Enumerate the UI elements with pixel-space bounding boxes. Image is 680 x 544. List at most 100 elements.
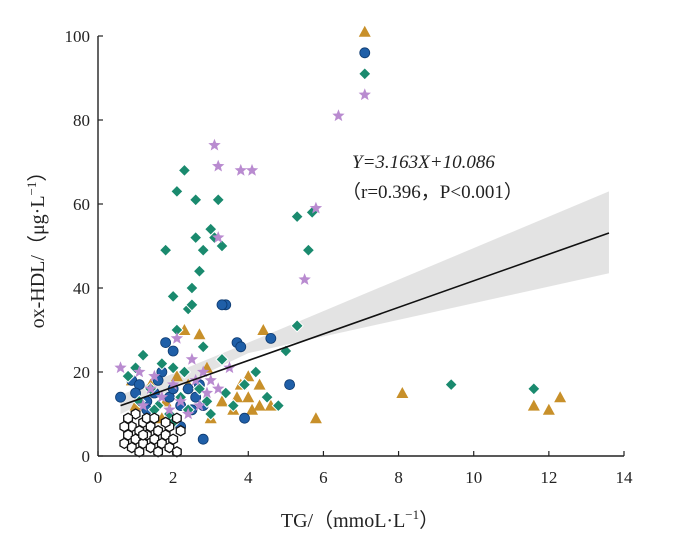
regression-stats: （r=0.396，P<0.001） xyxy=(342,181,523,203)
star-point xyxy=(298,273,311,285)
x-tick-label: 12 xyxy=(540,468,557,487)
triangle-point xyxy=(396,387,409,398)
star-point xyxy=(332,109,345,122)
star-point xyxy=(197,365,210,378)
diamond-point xyxy=(192,264,207,278)
diamond-point xyxy=(196,340,210,354)
star-point xyxy=(200,386,214,399)
y-tick-label: 0 xyxy=(82,447,91,466)
star-point xyxy=(144,382,157,395)
x-tick-label: 4 xyxy=(244,468,253,487)
triangle-point xyxy=(129,399,142,411)
diamond-point xyxy=(158,243,173,257)
star-point xyxy=(133,365,146,378)
star-point xyxy=(174,394,187,407)
circle-point xyxy=(197,433,209,445)
diamond-point xyxy=(260,390,274,404)
star-point xyxy=(163,403,176,416)
diamond-point xyxy=(226,398,240,413)
hexagon-point xyxy=(149,412,160,424)
x-tick-label: 10 xyxy=(465,468,482,487)
hexagon-point xyxy=(171,446,182,458)
triangle-point xyxy=(554,391,567,403)
diamond-point xyxy=(249,365,263,379)
diamond-point xyxy=(166,361,180,375)
circle-point xyxy=(182,383,194,395)
diamond-point xyxy=(290,209,304,224)
y-tick-label: 40 xyxy=(73,279,90,298)
diamond-point xyxy=(166,289,180,304)
triangle-point xyxy=(264,399,277,411)
x-tick-label: 0 xyxy=(94,468,103,487)
confidence-band xyxy=(120,191,609,414)
triangle-point xyxy=(231,391,244,403)
star-point xyxy=(212,382,225,395)
y-tick-label: 80 xyxy=(73,111,90,130)
circle-point xyxy=(265,332,277,344)
hexagon-point xyxy=(119,420,130,433)
x-tick-label: 2 xyxy=(169,468,178,487)
star-point xyxy=(167,378,180,390)
star-point xyxy=(148,369,161,382)
axes-layer: 0 2 4 6 8 10 12 14 0 20 40 60 80 100 xyxy=(65,27,634,487)
diamond-point xyxy=(358,67,372,81)
star-point xyxy=(170,331,184,344)
circle-point xyxy=(239,412,250,424)
y-tick-label: 100 xyxy=(65,27,91,46)
diamond-point xyxy=(211,193,225,207)
hexagon-point xyxy=(138,437,149,450)
diamond-point xyxy=(185,281,199,295)
hexagon-point xyxy=(145,441,156,454)
diamond-point xyxy=(155,356,169,371)
diamond-point xyxy=(444,377,458,392)
star-point xyxy=(358,88,371,101)
star-point xyxy=(155,390,169,403)
points-layer xyxy=(114,25,567,458)
hexagon-point xyxy=(126,441,137,454)
diamond-point xyxy=(215,239,229,253)
circle-point xyxy=(235,341,247,353)
star-point xyxy=(212,159,225,172)
diamond-point xyxy=(185,298,199,312)
hexagon-point xyxy=(160,429,171,441)
triangle-point xyxy=(253,378,266,390)
triangle-point xyxy=(246,403,259,415)
hexagon-point xyxy=(175,425,186,437)
triangle-point xyxy=(242,391,255,403)
diamond-point xyxy=(188,193,203,207)
hexagon-point xyxy=(138,429,149,441)
triangle-point xyxy=(253,399,266,411)
star-point xyxy=(193,399,206,411)
triangle-point xyxy=(527,399,540,411)
hexagon-point xyxy=(123,429,134,441)
hexagon-point xyxy=(156,437,167,450)
triangle-point xyxy=(170,370,183,382)
diamond-point xyxy=(237,377,252,392)
star-point xyxy=(185,352,199,365)
star-point xyxy=(182,407,195,420)
x-tick-label: 6 xyxy=(319,468,328,487)
diamond-point xyxy=(527,382,541,396)
regression-equation: Y=3.163X+10.086 xyxy=(352,152,495,173)
diamond-point xyxy=(188,230,203,245)
diamond-point xyxy=(136,348,150,362)
triangle-point xyxy=(215,395,228,407)
circle-point xyxy=(167,345,179,357)
hexagon-point xyxy=(153,446,164,458)
fit-line-layer xyxy=(120,232,610,407)
diamond-point xyxy=(290,319,304,333)
circle-point xyxy=(190,391,202,403)
triangle-point xyxy=(309,412,322,424)
y-axis-label: ox-HDL/（μg·L−1） xyxy=(24,162,49,329)
star-point xyxy=(245,163,259,176)
diamond-point xyxy=(177,365,192,379)
circle-point xyxy=(115,391,126,403)
star-point xyxy=(136,399,150,411)
star-point xyxy=(234,163,247,176)
diamond-point xyxy=(170,184,184,199)
diamond-point xyxy=(177,163,192,178)
diamond-point xyxy=(301,243,316,257)
diamond-point xyxy=(219,386,233,400)
hexagon-point xyxy=(145,420,156,433)
